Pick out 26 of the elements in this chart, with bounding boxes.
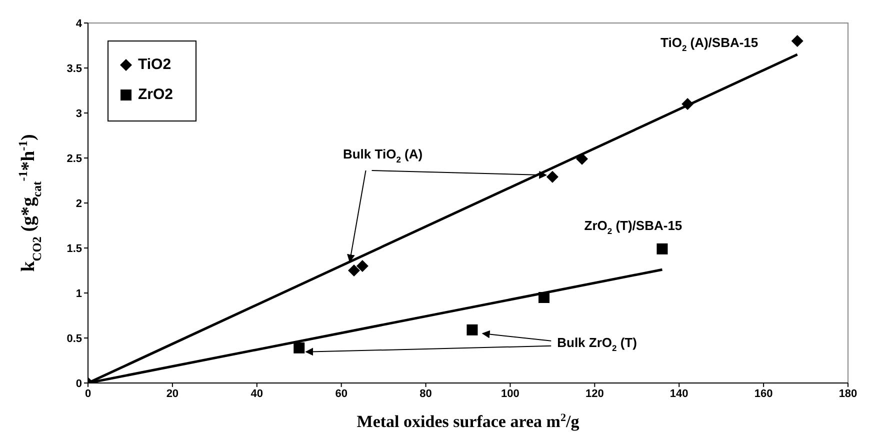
- y-tick-label: 2.5: [66, 152, 82, 165]
- x-tick-label: 180: [838, 388, 858, 400]
- x-tick-label: 20: [166, 388, 179, 400]
- x-tick-label: 120: [585, 388, 604, 400]
- x-tick-label: 140: [670, 388, 688, 400]
- y-tick-label: 3.5: [66, 62, 82, 75]
- x-tick-label: 60: [335, 388, 348, 400]
- y-tick-label: 3: [76, 108, 82, 120]
- annotation: Bulk TiO$_{2}$ (A): [342, 146, 423, 165]
- x-axis-title: Metal oxides surface area m$^{2}$/g: [356, 412, 580, 431]
- y-tick-label: 2: [76, 198, 82, 210]
- y-tick-label: 0: [76, 378, 82, 390]
- x-tick-label: 0: [84, 388, 92, 400]
- annotation: TiO$_{2}$ (A)/SBA-15: [660, 35, 758, 54]
- legend-label: ZrO2: [138, 86, 174, 103]
- annotation: Bulk ZrO$_{2}$ (T): [557, 335, 637, 354]
- annotation: ZrO$_{2}$ (T)/SBA-15: [584, 218, 682, 236]
- x-tick-label: 40: [250, 388, 264, 400]
- x-tick-label: 100: [501, 388, 520, 400]
- x-tick-label: 80: [420, 388, 432, 400]
- legend-label: TiO2: [138, 56, 172, 73]
- y-tick-label: 0.5: [66, 332, 82, 345]
- x-tick-label: 160: [754, 388, 773, 400]
- y-tick-label: 1: [76, 288, 82, 300]
- y-tick-label: 4: [76, 18, 83, 30]
- y-tick-label: 1.5: [66, 242, 82, 255]
